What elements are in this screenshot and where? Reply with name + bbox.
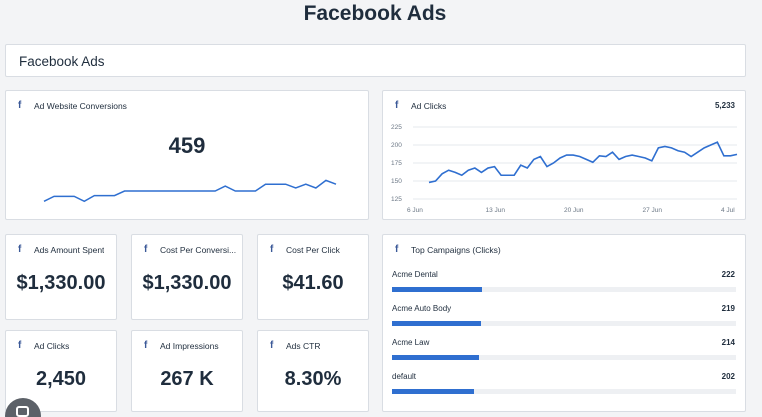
stat-card[interactable]: f Ad Impressions 267 K [131,330,243,412]
campaign-value: 222 [721,270,735,279]
x-tick-label: 4 Jul [721,207,735,214]
x-tick-label: 13 Jun [486,207,506,214]
ad-clicks-total: 5,233 [714,101,735,110]
y-tick-label: 200 [391,142,402,149]
stat-title: Cost Per Conversi... [160,245,237,255]
ad-clicks-line-chart: 225 200 175 150 125 6 Jun 13 Jun 20 Jun 27 Jun 4 … [391,124,738,214]
y-tick-label: 125 [391,196,402,203]
campaign-bar-track [392,321,736,326]
x-tick-label: 6 Jun [407,207,423,214]
conversions-sparkline [43,179,337,203]
y-tick-label: 150 [391,178,402,185]
stat-title: Ads CTR [286,341,321,351]
facebook-icon: f [18,244,22,255]
stat-title: Ads Amount Spent [34,245,105,255]
conversions-value: 459 [168,133,206,158]
campaign-bar [392,321,481,326]
y-tick-label: 175 [391,160,402,167]
camera-icon[interactable] [5,398,41,417]
stat-card[interactable]: f Ads Amount Spent $1,330.00 [5,234,117,320]
stat-title: Ad Impressions [160,341,219,351]
campaign-name: Acme Law [392,338,430,347]
campaign-bar-track [392,389,736,394]
facebook-icon: f [144,244,148,255]
campaign-bar [392,355,479,360]
campaign-bar [392,389,474,394]
y-tick-label: 225 [391,124,402,131]
stat-card[interactable]: f Cost Per Click $41.60 [257,234,369,320]
facebook-icon: f [270,244,274,255]
series-line [428,141,738,184]
campaign-bar [392,287,482,292]
stat-card[interactable]: f Ads CTR 8.30% [257,330,369,412]
campaign-bar-track [392,287,736,292]
campaign-value: 214 [721,338,735,347]
stat-value: 267 K [160,368,214,390]
top-campaigns-card[interactable]: f Top Campaigns (Clicks) Acme Dental 222 A… [382,234,746,412]
ad-clicks-chart-card[interactable]: f Ad Clicks 5,233 225 200 175 150 125 6 Jun 13… [382,90,746,220]
campaign-value: 219 [721,304,735,313]
campaign-name: default [392,372,417,381]
campaign-bar-track [392,355,736,360]
ad-clicks-chart-title: Ad Clicks [411,101,447,111]
stat-value: $1,330.00 [142,272,232,294]
facebook-icon: f [395,244,399,255]
stat-value: 8.30% [284,368,342,390]
campaign-value: 202 [721,372,735,381]
x-tick-label: 27 Jun [643,207,663,214]
facebook-icon: f [144,340,148,351]
page-title: Facebook Ads [303,2,447,25]
conversions-card[interactable]: f Ad Website Conversions 459 [5,90,369,220]
stat-title: Cost Per Click [286,245,340,255]
stat-card[interactable]: f Cost Per Conversi... $1,330.00 [131,234,243,320]
stat-value: $1,330.00 [16,272,106,294]
stat-title: Ad Clicks [34,341,70,351]
top-campaigns-title: Top Campaigns (Clicks) [411,245,501,255]
facebook-icon: f [270,340,274,351]
x-tick-label: 20 Jun [564,207,584,214]
dashboard-header-label: Facebook Ads [19,54,105,69]
campaign-name: Acme Auto Body [392,304,452,313]
facebook-icon: f [395,100,399,111]
dashboard-header-bar: Facebook Ads [5,44,746,77]
stat-value: $41.60 [282,272,344,294]
facebook-icon: f [18,340,22,351]
stat-value: 2,450 [35,368,87,390]
facebook-icon: f [18,100,22,111]
campaign-name: Acme Dental [392,270,438,279]
conversions-title: Ad Website Conversions [34,101,127,111]
